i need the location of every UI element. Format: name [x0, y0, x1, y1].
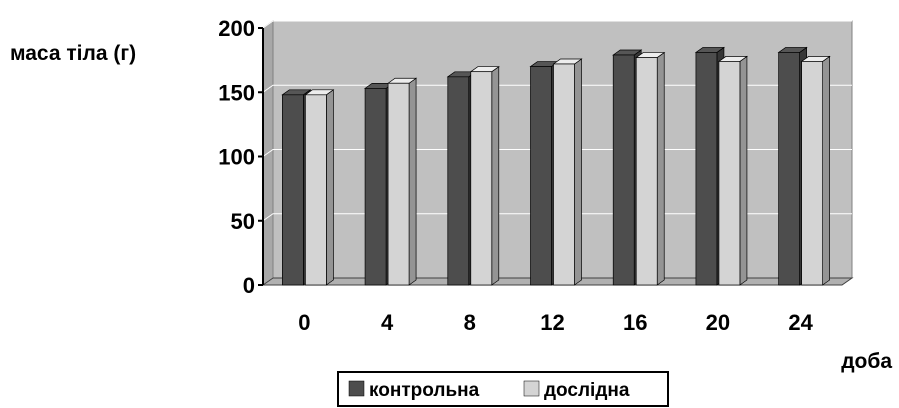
bar-1-8: [469, 66, 500, 286]
bar-1-12: [552, 58, 583, 286]
x-tick-label: 24: [788, 310, 813, 335]
bar-front: [282, 94, 304, 286]
bar-1-4: [386, 77, 418, 286]
bar-front: [801, 61, 823, 286]
legend-swatch-experimental: [523, 380, 540, 397]
legend-label-control: контрольна: [369, 380, 480, 401]
x-tick-label: 4: [381, 310, 394, 335]
legend-label-experimental: дослідна: [544, 380, 630, 401]
bar-side: [656, 51, 665, 286]
bar-1-16: [635, 51, 666, 286]
x-tick-label: 16: [623, 310, 647, 335]
y-tick-label: 200: [218, 16, 255, 41]
x-axis-label: доба: [841, 350, 892, 373]
x-axis-ticks: 0 4 8 12 16 20 24: [298, 310, 813, 335]
y-axis-label: маса тіла (г): [10, 42, 136, 65]
gridline: [262, 20, 852, 29]
bar-side: [326, 89, 334, 286]
bar-1-24: [800, 55, 831, 286]
bar-side: [491, 66, 500, 286]
bar-front: [387, 82, 410, 286]
bar-front: [778, 52, 800, 286]
legend-box: [337, 371, 669, 407]
bar-front: [447, 76, 470, 286]
y-tick-label: 0: [243, 273, 255, 298]
legend: контрольна дослідна: [337, 371, 669, 407]
x-tick-label: 20: [706, 310, 730, 335]
bar-side: [822, 55, 830, 286]
bar-front: [470, 71, 493, 286]
bar-front: [530, 66, 552, 286]
bar-front: [635, 57, 658, 286]
bar-front: [718, 61, 741, 286]
x-tick-label: 12: [540, 310, 564, 335]
bar-side: [408, 77, 417, 286]
x-tick-label: 8: [464, 310, 476, 335]
bar-1-0: [304, 89, 335, 286]
y-tick-label: 150: [218, 80, 255, 105]
y-tick-label: 100: [218, 145, 255, 170]
bar-front: [553, 63, 575, 286]
bar-side: [574, 58, 582, 286]
y-tick-label: 50: [231, 209, 255, 234]
bar-front: [695, 52, 718, 286]
y-axis-ticks: 0 50 100 150 200: [218, 16, 263, 298]
bars: [281, 46, 831, 286]
legend-swatch-control: [348, 380, 365, 397]
bar-front: [364, 88, 387, 286]
bar-front: [305, 94, 327, 286]
bar-1-20: [717, 55, 749, 286]
x-tick-label: 0: [298, 310, 310, 335]
bar-front: [612, 54, 635, 286]
bar-side: [739, 55, 748, 286]
